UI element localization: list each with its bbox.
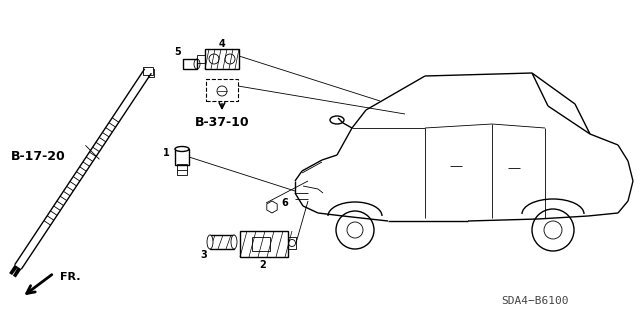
Ellipse shape: [207, 235, 213, 249]
Text: 1: 1: [163, 148, 170, 158]
Text: 2: 2: [260, 260, 266, 270]
Bar: [205, 49, 239, 69]
Ellipse shape: [231, 235, 237, 249]
Text: SDA4−B6100: SDA4−B6100: [501, 296, 569, 306]
Text: FR.: FR.: [60, 272, 81, 282]
Text: 4: 4: [219, 39, 225, 49]
Bar: [177, 164, 187, 175]
Bar: [252, 237, 270, 251]
Text: B-17-20: B-17-20: [11, 151, 65, 164]
Bar: [206, 79, 238, 101]
Bar: [175, 149, 189, 165]
Bar: [210, 235, 234, 249]
Text: 3: 3: [200, 250, 207, 260]
Bar: [288, 237, 296, 249]
Bar: [143, 67, 153, 75]
Polygon shape: [267, 201, 277, 213]
Bar: [197, 55, 205, 63]
Text: B-37-10: B-37-10: [195, 116, 250, 130]
Text: 6: 6: [282, 198, 289, 208]
Text: 5: 5: [175, 47, 181, 57]
Ellipse shape: [175, 146, 189, 152]
Bar: [183, 59, 197, 69]
Bar: [240, 231, 288, 257]
FancyArrow shape: [9, 265, 21, 278]
Bar: [148, 69, 154, 77]
